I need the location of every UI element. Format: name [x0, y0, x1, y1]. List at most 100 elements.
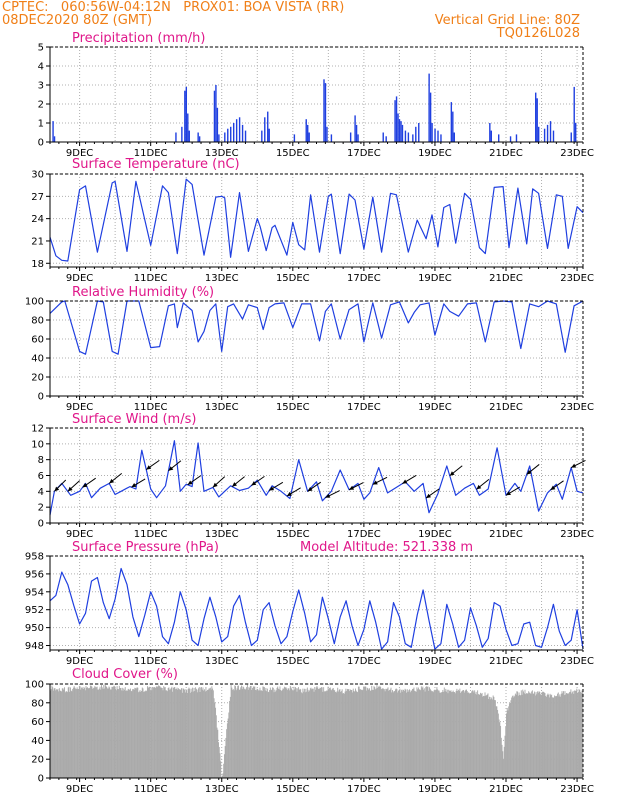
cloud-cover-bar	[184, 692, 186, 778]
cloud-cover-bar	[480, 693, 482, 778]
cloud-cover-bar	[266, 691, 268, 778]
cloud-cover-bar	[192, 691, 194, 778]
wind-arrow-head	[286, 491, 292, 497]
cloud-cover-bar	[232, 689, 234, 778]
cloud-cover-bar	[549, 693, 551, 778]
cloud-cover-bar	[89, 687, 91, 778]
precipitation-bar	[357, 134, 359, 142]
header-model-code: TQ0126L028	[496, 26, 580, 41]
cloud-cover-bar	[169, 689, 171, 778]
cloud-cover-bar	[246, 687, 248, 778]
series-line	[49, 440, 584, 516]
cloud-cover-bar	[388, 690, 390, 778]
cloud-cover-bar	[561, 691, 563, 778]
cloud-cover-bar	[557, 693, 559, 778]
wind-arrow-head	[54, 486, 60, 492]
precipitation-bar	[175, 132, 177, 142]
cloud-cover-bar	[312, 688, 314, 778]
cloud-cover-bar	[564, 691, 566, 778]
cloud-cover-bar	[477, 690, 479, 778]
cloud-cover-bar	[329, 687, 331, 778]
cloud-cover-bar	[73, 686, 75, 778]
cloud-cover-bar	[356, 691, 358, 778]
x-tick-label: 23DEC	[560, 273, 594, 284]
cloud-cover-bar	[365, 686, 367, 778]
cloud-cover-bar	[208, 688, 210, 778]
precipitation-bar	[552, 130, 555, 142]
cloud-cover-bar	[374, 689, 376, 778]
cloud-cover-bar	[472, 690, 474, 778]
wind-arrow-head	[372, 480, 378, 485]
cloud-cover-bar	[217, 729, 219, 778]
cloud-cover-bar	[161, 687, 163, 778]
x-tick-label: 23DEC	[560, 402, 594, 413]
cloud-cover-bar	[504, 735, 506, 778]
cloud-cover-bar	[79, 686, 81, 778]
cloud-cover-bar	[329, 687, 331, 778]
cloud-cover-bar	[283, 686, 285, 778]
cloud-cover-bar	[144, 691, 146, 778]
y-tick-label: 2	[38, 503, 44, 514]
cloud-cover-bar	[484, 692, 486, 778]
x-tick-label: 9DEC	[66, 784, 93, 795]
cloud-cover-bar	[531, 690, 533, 778]
cloud-cover-bar	[83, 689, 85, 778]
cloud-cover-bar	[206, 691, 208, 778]
cloud-cover-bar	[404, 688, 406, 778]
cloud-cover-bar	[543, 692, 545, 778]
cloud-cover-bar	[542, 691, 544, 778]
cloud-cover-bar	[337, 691, 339, 778]
cloud-cover-bar	[132, 689, 134, 778]
cloud-cover-bar	[349, 689, 351, 778]
cloud-cover-bar	[294, 689, 296, 778]
cloud-cover-bar	[483, 696, 485, 778]
precipitation-bar	[238, 117, 241, 142]
cloud-cover-bar	[88, 688, 90, 778]
cloud-cover-bar	[571, 692, 573, 778]
x-tick-label: 23DEC	[560, 656, 594, 667]
cloud-cover-bar	[164, 687, 166, 778]
x-tick-label: 13DEC	[205, 529, 239, 540]
cloud-cover-bar	[429, 688, 431, 778]
cloud-cover-bar	[491, 699, 493, 778]
cloud-cover-bar	[453, 692, 455, 778]
precipitation-bar	[197, 132, 199, 142]
panel-2: 18 21 24 27 30 9DEC 11DEC 13DEC 15DEC 17DEC 19DEC 2…	[31, 157, 594, 284]
cloud-cover-bar	[92, 688, 94, 778]
cloud-cover-bar	[572, 690, 574, 778]
x-tick-label: 9DEC	[66, 529, 93, 540]
cloud-cover-bar	[321, 687, 323, 778]
cloud-cover-bar	[419, 689, 421, 778]
cloud-cover-bar	[276, 687, 278, 778]
cloud-cover-bar	[417, 689, 419, 778]
cloud-cover-bar	[242, 686, 244, 778]
cloud-cover-bar	[446, 689, 448, 778]
cloud-cover-bar	[479, 694, 481, 778]
cloud-cover-bar	[514, 693, 516, 778]
cloud-cover-bar	[418, 689, 420, 778]
cloud-cover-bar	[325, 691, 327, 778]
y-tick-label: 20	[31, 755, 44, 766]
wind-arrow-head	[168, 466, 174, 471]
cloud-cover-bar	[481, 692, 483, 778]
cloud-cover-bar	[126, 690, 128, 778]
cloud-cover-bar	[392, 692, 394, 778]
cloud-cover-bar	[233, 690, 235, 778]
cloud-cover-bar	[405, 689, 407, 778]
cloud-cover-bar	[135, 688, 137, 778]
cloud-cover-bar	[303, 691, 305, 778]
cloud-cover-bar	[467, 692, 469, 778]
cloud-cover-bar	[181, 688, 182, 778]
panel-3: 0 20 40 60 80 100 9DEC 11DEC 13DEC 15DEC 17DEC 19DE…	[25, 285, 594, 413]
cloud-cover-bar	[354, 691, 356, 778]
cloud-cover-bar	[252, 688, 254, 778]
cloud-cover-bar	[135, 688, 137, 778]
cloud-cover-bar	[505, 726, 507, 778]
cloud-cover-bar	[358, 686, 360, 778]
x-tick-label: 13DEC	[205, 148, 239, 159]
cloud-cover-bar	[261, 691, 263, 778]
cloud-cover-bar	[166, 691, 168, 778]
cloud-cover-bar	[370, 690, 372, 778]
cloud-cover-bar	[360, 689, 362, 778]
cloud-cover-bar	[199, 691, 201, 778]
